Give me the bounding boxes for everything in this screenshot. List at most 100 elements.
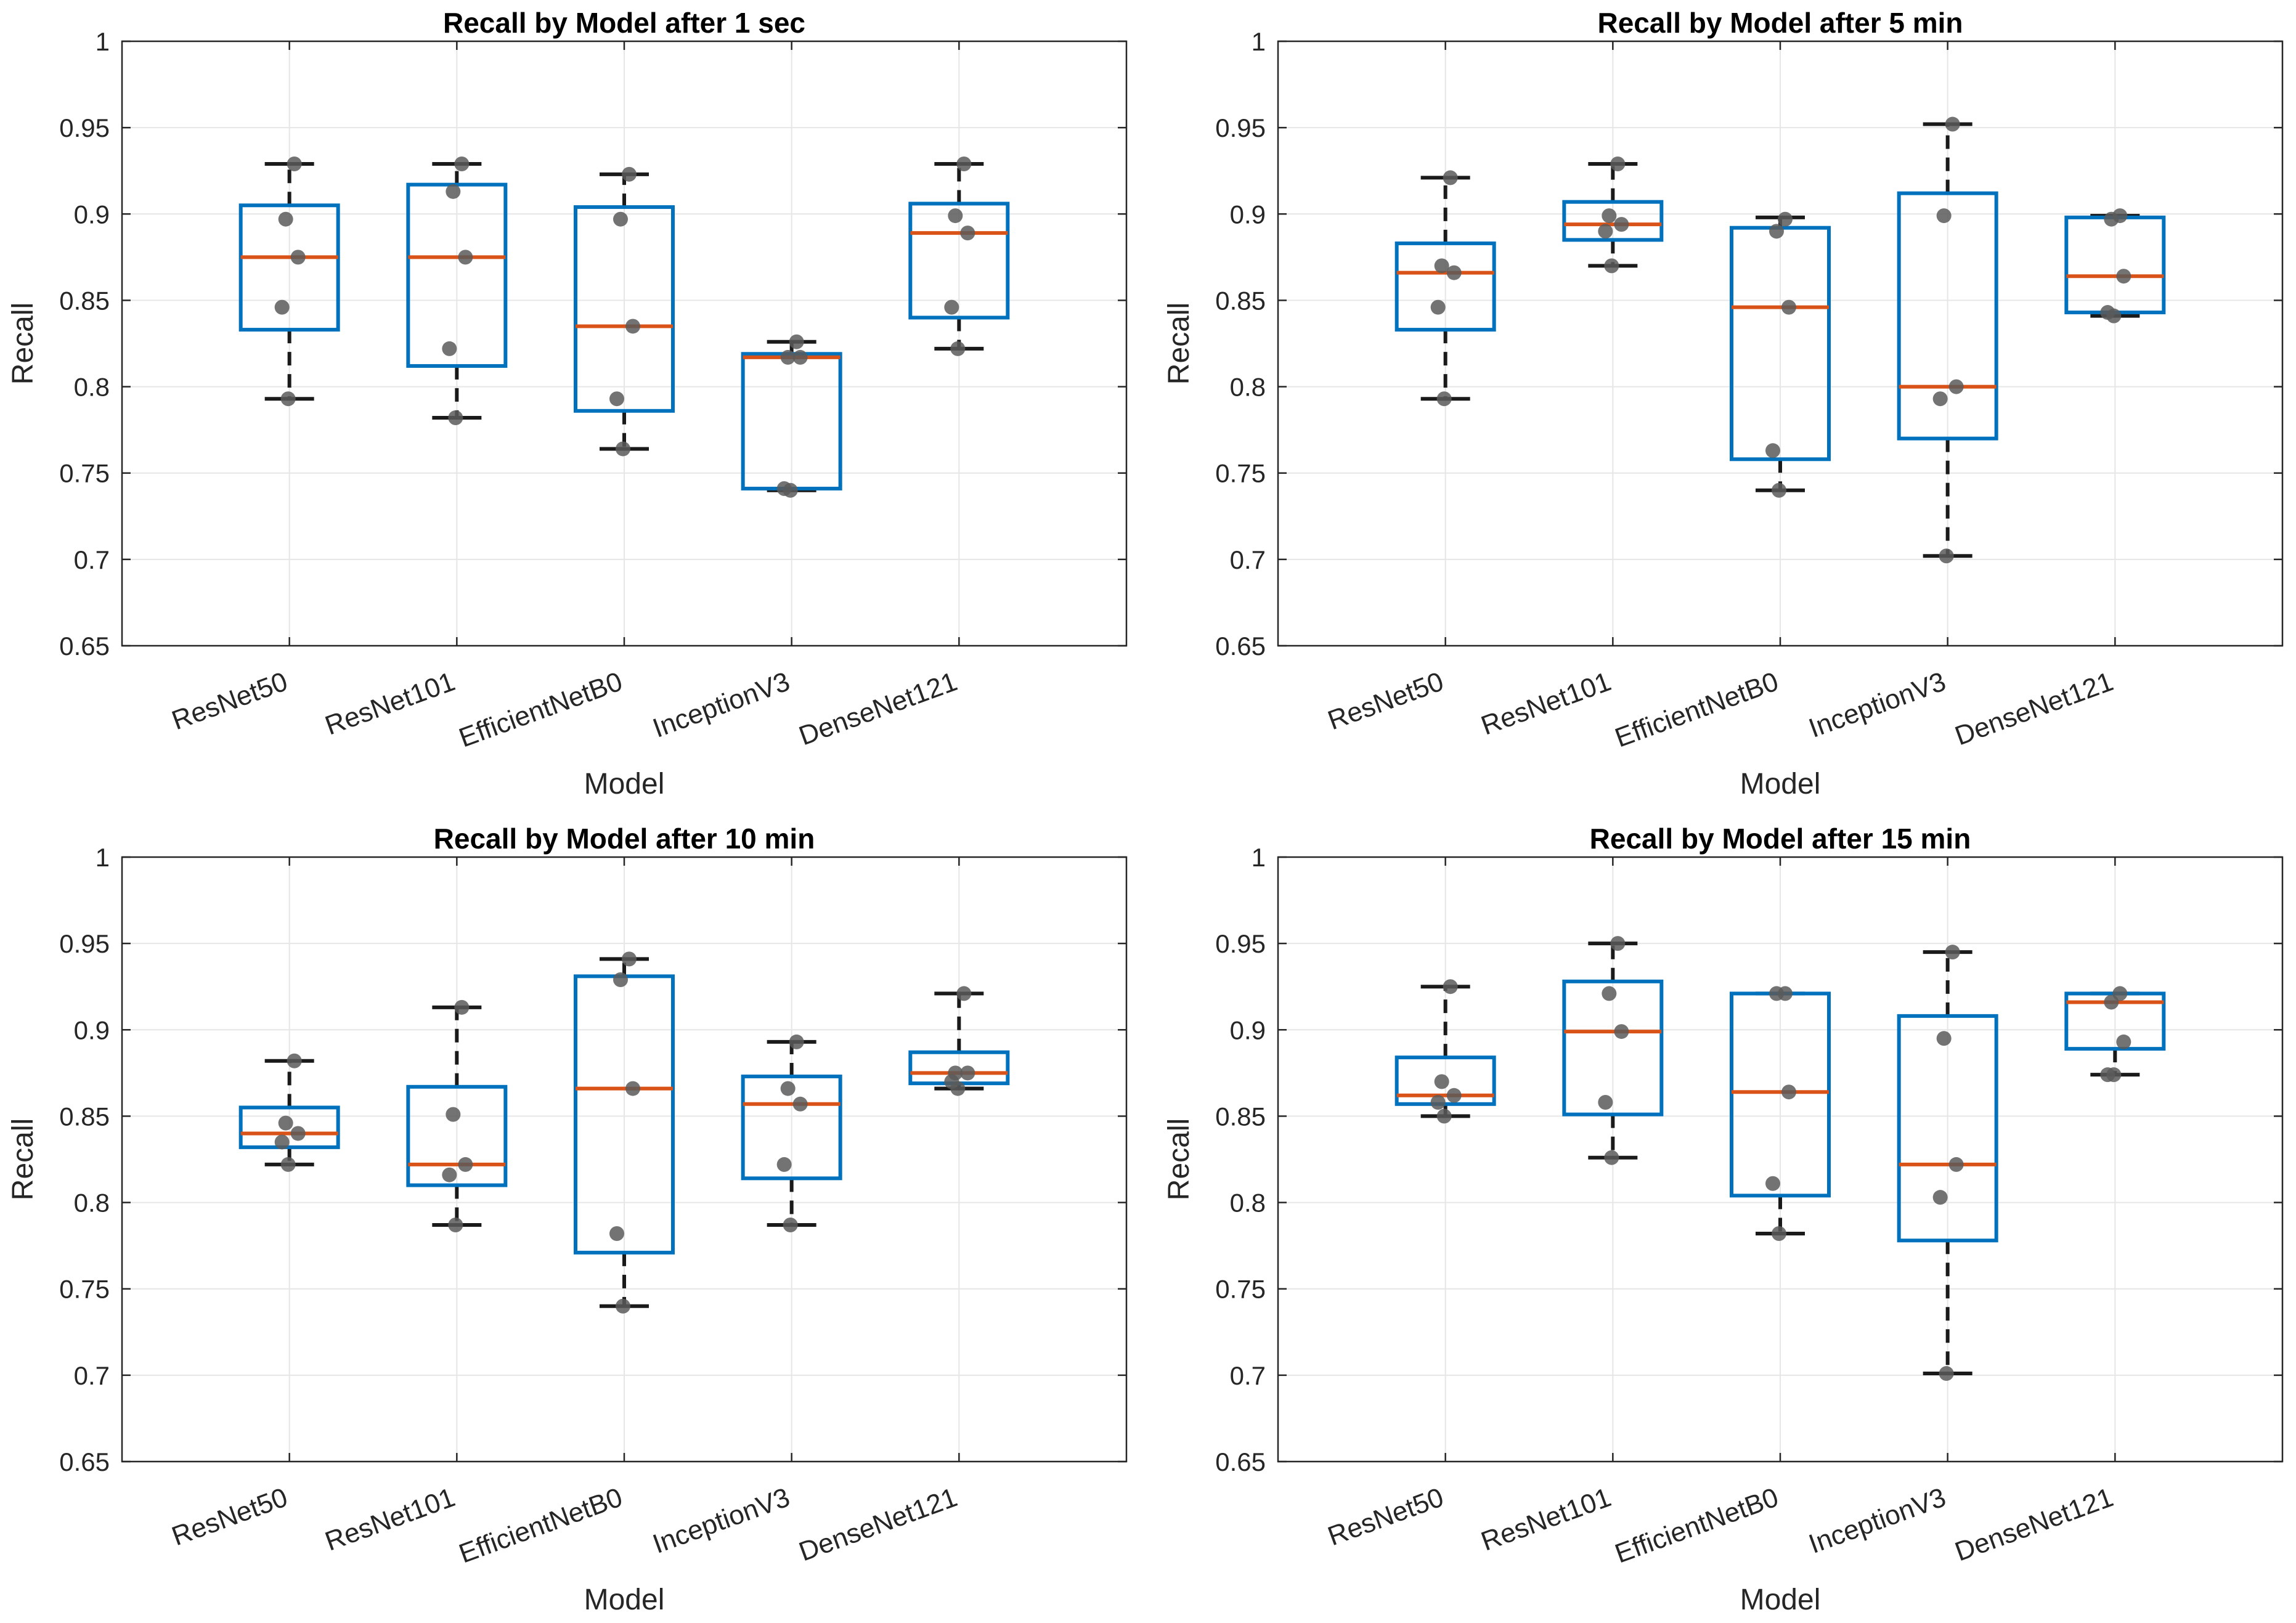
data-point: [458, 250, 473, 265]
data-point: [622, 166, 637, 182]
data-point: [1434, 258, 1449, 274]
x-tick-label: DenseNet121: [795, 1482, 961, 1567]
y-tick-label: 0.9: [74, 1015, 110, 1044]
data-point: [776, 1157, 792, 1172]
box-iqr: [406, 182, 508, 368]
y-tick-label: 0.8: [1230, 373, 1266, 402]
data-point: [1948, 1157, 1964, 1172]
data-point: [454, 999, 470, 1015]
y-axis-label: Recall: [7, 303, 39, 384]
data-point: [448, 1218, 463, 1233]
data-point: [609, 391, 624, 407]
data-point: [1939, 1366, 1954, 1381]
data-point: [613, 211, 628, 227]
data-point: [1602, 208, 1617, 224]
x-tick-label: DenseNet121: [795, 666, 961, 751]
box-iqr: [741, 1074, 842, 1181]
data-point: [1614, 217, 1629, 232]
box-iqr: [908, 201, 1010, 320]
y-tick-label: 0.9: [1230, 200, 1266, 229]
data-point: [783, 482, 798, 498]
x-tick-label: InceptionV3: [649, 666, 794, 744]
data-point: [948, 208, 963, 224]
box-EfficientNetB0: [574, 951, 675, 1314]
data-point: [780, 349, 796, 365]
data-point: [446, 184, 461, 199]
box-EfficientNetB0: [1730, 211, 1831, 498]
data-point: [278, 211, 293, 227]
data-point: [1610, 936, 1626, 951]
y-axis-label: Recall: [1163, 303, 1195, 384]
box-ResNet101: [406, 999, 508, 1233]
chart-panel-1: 0.65 0.7 0.75 0.8 0.85 0.9 0.95 1 ResNet50 ResNet…: [7, 7, 1128, 800]
data-point: [1614, 1024, 1629, 1039]
y-tick-label: 0.95: [1215, 113, 1266, 142]
data-point: [278, 1115, 293, 1131]
x-tick-label: EfficientNetB0: [455, 666, 626, 753]
data-point: [287, 1053, 302, 1068]
x-tick-label: ResNet101: [1477, 1482, 1615, 1556]
y-tick-label: 0.95: [59, 113, 110, 142]
data-point: [960, 1065, 975, 1081]
data-point: [1772, 482, 1786, 498]
data-point: [442, 341, 457, 356]
data-point: [1781, 299, 1796, 315]
data-point: [956, 157, 972, 172]
data-point: [613, 972, 628, 988]
data-point: [1446, 1088, 1462, 1103]
y-tick-label: 0.7: [74, 545, 110, 574]
box-ResNet101: [1562, 936, 1664, 1165]
box-ResNet101: [1562, 157, 1664, 274]
box-iqr: [1394, 241, 1496, 332]
data-point: [1436, 1108, 1452, 1124]
box-EfficientNetB0: [574, 166, 675, 457]
data-point: [1598, 1095, 1613, 1110]
y-tick-label: 0.85: [59, 286, 110, 315]
x-tick-label: ResNet50: [168, 1482, 291, 1552]
y-tick-label: 0.65: [59, 1447, 110, 1476]
x-tick-label: InceptionV3: [649, 1482, 794, 1560]
box-InceptionV3: [1897, 945, 1998, 1381]
y-tick-label: 0.7: [1230, 545, 1266, 574]
x-tick-label: DenseNet121: [1951, 1482, 2117, 1567]
data-point: [290, 250, 306, 265]
y-tick-label: 0.8: [1230, 1189, 1266, 1218]
data-point: [1932, 391, 1948, 407]
y-tick-label: 0.75: [1215, 459, 1266, 488]
data-point: [2104, 995, 2119, 1010]
chart-title: Recall by Model after 5 min: [1597, 7, 1963, 39]
x-tick-label: EfficientNetB0: [1611, 1482, 1782, 1569]
y-tick-label: 1: [1252, 843, 1266, 872]
data-point: [960, 226, 975, 241]
data-point: [1430, 1095, 1446, 1110]
y-tick-label: 0.9: [74, 200, 110, 229]
x-tick-label: InceptionV3: [1805, 666, 1950, 744]
y-tick-label: 0.7: [1230, 1361, 1266, 1390]
x-tick-label: ResNet50: [1324, 1482, 1447, 1552]
chart-panel-4: 0.65 0.7 0.75 0.8 0.85 0.9 0.95 1 ResNet50 ResNet…: [1163, 823, 2284, 1616]
y-tick-label: 1: [96, 27, 110, 56]
data-point: [2106, 308, 2122, 323]
data-point: [1778, 211, 1793, 227]
y-tick-label: 0.95: [1215, 929, 1266, 958]
data-point: [1602, 986, 1617, 1001]
x-tick-label: ResNet50: [168, 666, 291, 736]
data-point: [2116, 269, 2131, 284]
data-point: [950, 341, 966, 356]
box-ResNet50: [1394, 170, 1496, 407]
y-tick-label: 0.65: [1215, 632, 1266, 661]
data-point: [956, 986, 972, 1001]
data-point: [448, 410, 463, 426]
data-point: [2106, 1067, 2122, 1083]
chart-title: Recall by Model after 15 min: [1590, 823, 1971, 855]
data-point: [1932, 1190, 1948, 1205]
y-tick-label: 0.85: [1215, 286, 1266, 315]
y-tick-label: 0.9: [1230, 1015, 1266, 1044]
x-tick-label: ResNet101: [1477, 666, 1615, 741]
box-EfficientNetB0: [1730, 986, 1831, 1242]
box-DenseNet121: [2064, 986, 2166, 1083]
data-point: [622, 951, 637, 967]
data-point: [2104, 211, 2119, 227]
data-point: [1765, 1176, 1780, 1191]
box-ResNet50: [238, 1053, 340, 1172]
